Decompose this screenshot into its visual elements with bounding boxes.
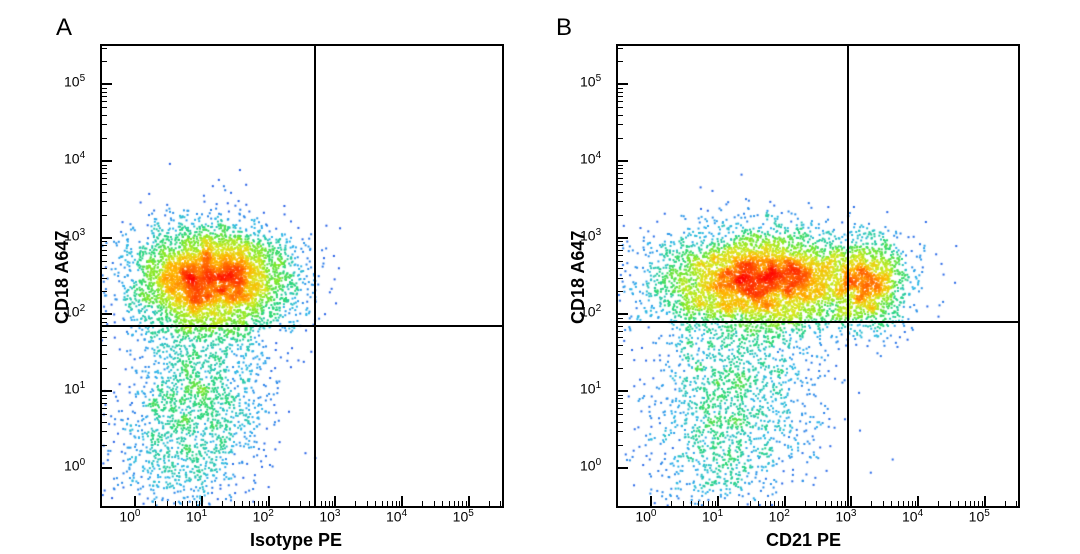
x-tick-label: 100	[119, 508, 140, 525]
x-tick-label: 101	[702, 508, 723, 525]
panel-label-b: B	[556, 14, 572, 42]
quadrant-horizontal-line	[618, 321, 1018, 323]
x-tick-label: 102	[253, 508, 274, 525]
density-canvas-b	[618, 46, 1018, 506]
panel-label-a: A	[56, 14, 72, 42]
quadrant-vertical-line	[847, 46, 849, 506]
x-tick-label: 101	[186, 508, 207, 525]
x-tick-label: 104	[386, 508, 407, 525]
y-tick-label: 104	[64, 150, 85, 167]
quadrant-horizontal-line	[102, 325, 502, 327]
y-tick-label: 100	[580, 457, 601, 474]
y-tick-label: 100	[64, 457, 85, 474]
y-tick-label: 105	[580, 73, 601, 90]
y-tick-label: 101	[64, 380, 85, 397]
scatter-plot-b	[616, 44, 1020, 508]
x-tick-label: 105	[453, 508, 474, 525]
x-tick-label: 100	[635, 508, 656, 525]
density-canvas-a	[102, 46, 502, 506]
quadrant-vertical-line	[314, 46, 316, 506]
x-axis-label-b: CD21 PE	[766, 530, 841, 551]
y-tick-label: 104	[580, 150, 601, 167]
y-tick-label: 105	[64, 73, 85, 90]
x-tick-label: 102	[769, 508, 790, 525]
x-tick-label: 103	[319, 508, 340, 525]
x-axis-label-a: Isotype PE	[250, 530, 342, 551]
scatter-plot-a	[100, 44, 504, 508]
y-axis-label-a: CD18 A647	[52, 231, 73, 324]
x-tick-label: 103	[835, 508, 856, 525]
x-tick-label: 104	[902, 508, 923, 525]
y-axis-label-b: CD18 A647	[568, 231, 589, 324]
figure: A 100101102103104105 100101102103104105 …	[0, 0, 1080, 554]
x-tick-label: 105	[969, 508, 990, 525]
y-tick-label: 101	[580, 380, 601, 397]
